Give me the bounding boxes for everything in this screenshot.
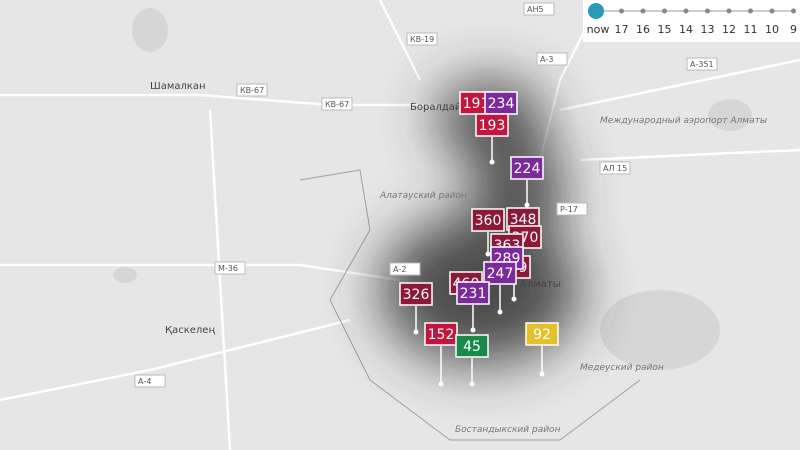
timeline-dot[interactable] (726, 8, 732, 14)
marker-value: 152 (428, 327, 455, 343)
place-label: Шамалкан (150, 81, 206, 92)
marker-box (456, 281, 490, 305)
marker-value: 193 (479, 118, 506, 134)
marker-value: 224 (514, 161, 541, 177)
marker-pin (497, 309, 503, 315)
marker-pin (469, 381, 475, 387)
timeline-dot[interactable] (769, 8, 775, 14)
timeline-dot[interactable] (748, 8, 753, 14)
timeline-handle[interactable] (588, 3, 604, 19)
aqi-marker[interactable]: 360 (471, 208, 505, 257)
marker-pin (539, 371, 545, 377)
marker-pin (511, 296, 517, 302)
aqi-marker[interactable]: 224 (510, 156, 544, 208)
timeline-label[interactable]: 13 (701, 23, 715, 36)
timeline-dot[interactable] (640, 8, 646, 14)
aqi-marker[interactable]: 92 (525, 322, 559, 377)
road-label: А-2 (393, 265, 406, 274)
marker-value: 92 (533, 327, 551, 343)
aqi-marker[interactable]: 348 (506, 207, 540, 231)
timeline-label[interactable]: 11 (744, 23, 758, 36)
road-label: Р-17 (560, 205, 578, 214)
marker-pin (485, 251, 491, 257)
marker-pin (470, 327, 476, 333)
terrain (113, 8, 752, 370)
timeline-dot[interactable] (705, 8, 710, 14)
marker-value: 360 (475, 213, 502, 229)
road-label: А-4 (138, 377, 151, 386)
road-label: А-3 (540, 55, 553, 64)
timeline-label[interactable]: 16 (636, 23, 650, 36)
timeline-panel (583, 0, 800, 42)
marker-value: 231 (460, 286, 487, 302)
marker-value: 247 (487, 266, 514, 282)
marker-box (483, 261, 517, 285)
road-shield (523, 2, 555, 16)
place-label: Қаскелең (165, 325, 215, 336)
timeline-label[interactable]: 15 (658, 23, 672, 36)
road-shield (406, 32, 438, 46)
timeline-label[interactable]: 12 (722, 23, 736, 36)
boundaries (299, 169, 641, 441)
timeline-label[interactable]: now (587, 23, 610, 36)
aqi-marker[interactable]: 231 (456, 281, 490, 333)
aqi-marker[interactable]: 152 (424, 322, 458, 387)
marker-box (455, 334, 489, 358)
road-shield (556, 202, 588, 216)
road-label: АЛ 15 (603, 164, 627, 173)
road-label: КВ-19 (410, 35, 434, 44)
aqi-marker[interactable]: 326 (399, 282, 433, 335)
marker-box (424, 322, 458, 346)
marker-value: 326 (403, 287, 430, 303)
marker-value: 45 (463, 339, 481, 355)
road-shield (599, 161, 631, 175)
road-shield (214, 261, 246, 275)
road-shield (536, 52, 568, 66)
marker-pin (489, 159, 495, 165)
marker-box (471, 208, 505, 232)
timeline-label[interactable]: 10 (765, 23, 779, 36)
timeline-dot[interactable] (662, 8, 667, 14)
road-label: А-351 (690, 60, 714, 69)
timeline-label[interactable]: 9 (790, 23, 797, 36)
timeline-dot[interactable] (683, 8, 689, 14)
marker-value: 234 (488, 96, 515, 112)
place-label: Боралдай (410, 102, 461, 113)
road-shield (389, 262, 421, 276)
timeline-dot[interactable] (791, 8, 796, 14)
road-shield (686, 57, 718, 71)
road-shield (134, 374, 166, 388)
timeline[interactable]: now 17 16 15 14 13 12 11 10 9 (583, 0, 800, 42)
marker-pin (438, 381, 444, 387)
road-label: КВ-67 (240, 86, 264, 95)
marker-box (399, 282, 433, 306)
road-shield (321, 97, 353, 111)
place-label: Бостандыкский район (455, 425, 561, 435)
marker-box (510, 156, 544, 180)
marker-value: 348 (510, 212, 537, 228)
place-label: Медеуский район (580, 363, 664, 373)
marker-box (475, 113, 509, 137)
marker-pin (413, 329, 419, 335)
road-shield (236, 83, 268, 97)
road-label: АН5 (527, 5, 544, 14)
timeline-label[interactable]: 14 (679, 23, 693, 36)
marker-box (525, 322, 559, 346)
aqi-marker[interactable]: 247 (483, 261, 517, 315)
place-label: Алматы (520, 279, 561, 290)
place-label: Международный аэропорт Алматы (600, 116, 767, 126)
road-label: КВ-67 (325, 100, 349, 109)
timeline-dot[interactable] (619, 8, 624, 14)
aqi-marker[interactable]: 45 (455, 334, 489, 387)
marker-value: 191 (463, 96, 490, 112)
aqi-marker[interactable]: 191 (459, 91, 493, 115)
aqi-marker[interactable]: 234 (484, 91, 518, 115)
place-label: Алатауский район (379, 191, 467, 201)
marker-pin (524, 202, 530, 208)
timeline-label[interactable]: 17 (615, 23, 629, 36)
road-label: М-36 (218, 264, 238, 273)
aqi-marker[interactable]: 193 (475, 113, 509, 165)
